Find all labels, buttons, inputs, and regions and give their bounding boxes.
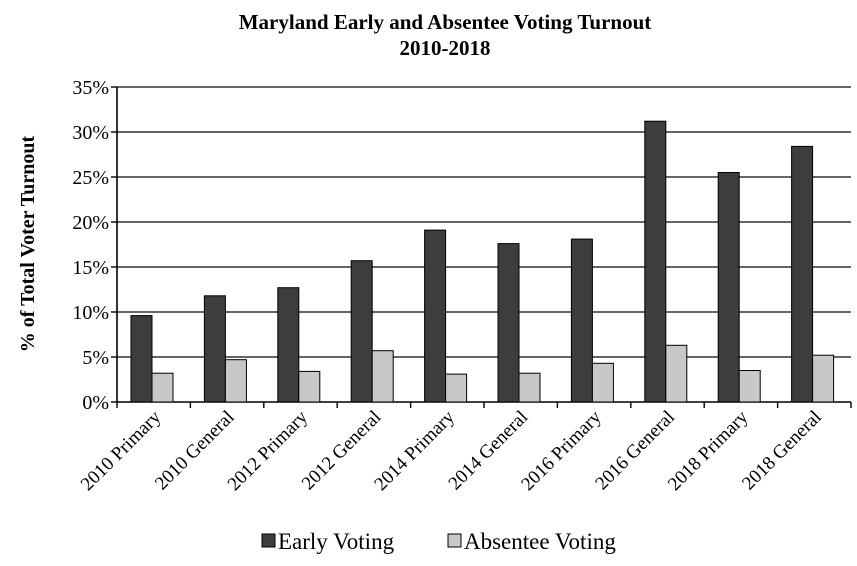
absentee-voting-bar (224, 359, 247, 403)
absentee-voting-bar (445, 373, 468, 403)
early-voting-bar (717, 172, 740, 403)
early-voting-bar (424, 229, 447, 403)
early-voting-bar (644, 120, 667, 403)
early-voting-bar (497, 243, 520, 403)
absentee-voting-bar (298, 370, 321, 403)
early-voting-bar (277, 287, 300, 403)
legend-label-early-voting: Early Voting (278, 529, 395, 554)
x-tick-label: 2018 General (738, 407, 826, 495)
legend-swatch-absentee-voting (447, 533, 462, 548)
legend-swatch-early-voting (261, 533, 276, 548)
absentee-voting-bar (812, 354, 835, 403)
early-voting-bar (570, 238, 593, 403)
y-tick-label: 15% (72, 257, 109, 279)
chart-subtitle: 2010-2018 (400, 36, 491, 60)
y-tick-label: 5% (82, 347, 109, 369)
absentee-voting-bar (371, 350, 394, 403)
legend-label-absentee-voting: Absentee Voting (464, 529, 616, 554)
absentee-voting-bar (665, 344, 688, 403)
absentee-voting-bar (151, 372, 174, 403)
absentee-voting-bar (738, 370, 761, 403)
early-voting-bar (130, 315, 153, 403)
y-tick-label: 25% (72, 167, 109, 189)
early-voting-bar (791, 145, 814, 403)
y-tick-label: 0% (82, 392, 109, 414)
absentee-voting-bar (518, 372, 541, 403)
y-axis-label: % of Total Voter Turnout (17, 135, 39, 352)
legend: Early Voting Absentee Voting (261, 529, 616, 554)
y-tick-label: 30% (72, 122, 109, 144)
chart-title: Maryland Early and Absentee Voting Turno… (239, 10, 652, 34)
early-voting-bar (350, 260, 373, 403)
y-tick-label: 20% (72, 212, 109, 234)
early-voting-bar (203, 295, 226, 403)
absentee-voting-bar (591, 362, 614, 403)
y-tick-label: 10% (72, 302, 109, 324)
y-tick-label: 35% (72, 77, 109, 99)
